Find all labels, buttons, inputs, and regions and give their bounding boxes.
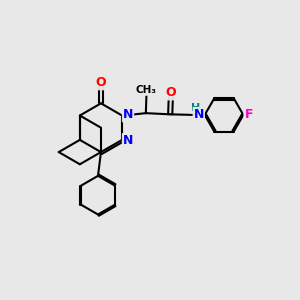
Text: F: F (244, 108, 253, 122)
Text: O: O (96, 76, 106, 89)
Text: O: O (166, 86, 176, 99)
Text: N: N (123, 108, 133, 122)
Text: CH₃: CH₃ (136, 85, 157, 95)
Text: N: N (123, 134, 133, 147)
Text: H: H (190, 103, 200, 113)
Text: N: N (194, 108, 204, 121)
